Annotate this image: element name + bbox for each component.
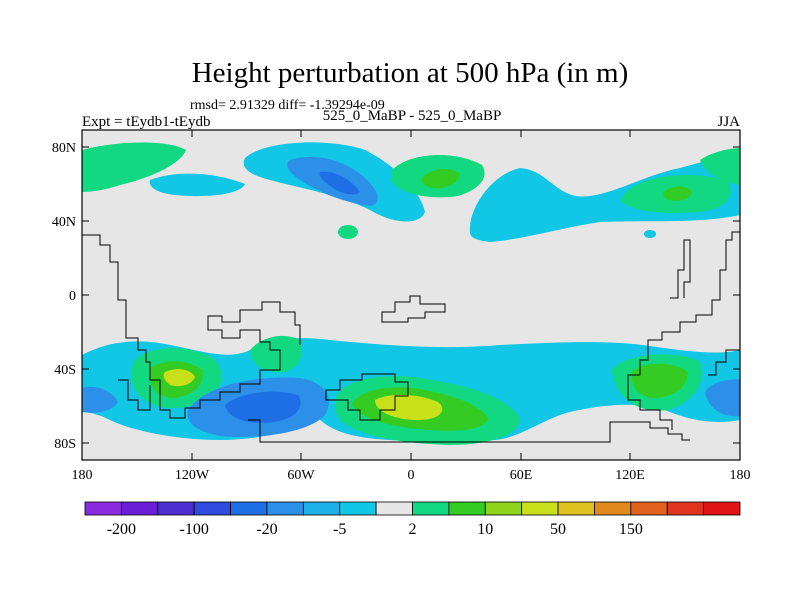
colorbar-box — [521, 501, 559, 516]
contour-arctic-left-green — [82, 142, 186, 192]
lon-label-120e: 120E — [615, 468, 645, 483]
lon-label-180w: 180 — [72, 468, 93, 483]
lon-label-180e: 180 — [730, 468, 751, 483]
colorbar-label: 2 — [409, 521, 417, 538]
colorbar-box — [339, 501, 377, 516]
experiment-label: Expt = tEydb1-tEydb — [82, 114, 210, 130]
longitude-axis — [81, 130, 741, 460]
colorbar-label: -200 — [107, 521, 136, 538]
coastline-southern-continent — [248, 419, 690, 443]
contour-asia-green-core — [663, 186, 692, 201]
contour-south-atlantic-blue-core — [225, 391, 301, 423]
colorbar-box — [484, 501, 523, 516]
lon-label-120w: 120W — [175, 468, 210, 483]
contour-europe-cyan — [469, 150, 740, 242]
colorbar-label: 50 — [550, 521, 566, 538]
coastline-west-continent — [82, 234, 301, 419]
lon-label-60w: 60W — [287, 468, 315, 483]
lat-label-40s: 40S — [54, 363, 76, 378]
contour-small-cyan — [644, 230, 656, 238]
lat-label-80s: 80S — [54, 437, 76, 452]
latitude-axis — [82, 146, 740, 444]
coastline-east-coast — [708, 349, 740, 376]
colorbar-labels: -200 -100 -20 -5 2 10 50 150 — [107, 521, 643, 538]
colorbar — [84, 501, 741, 516]
contour-siberia-cyan — [149, 173, 245, 197]
colorbar-box — [594, 501, 632, 516]
colorbar-label: -5 — [333, 521, 346, 538]
coastline-east-highland — [670, 239, 691, 299]
lat-label-40n: 40N — [52, 215, 76, 230]
colorbar-box — [157, 501, 195, 516]
contour-west-edge-blue — [82, 386, 118, 413]
coastline-southern-africa — [325, 373, 409, 421]
colorbar-box — [448, 501, 486, 516]
coastline-southwest-island — [118, 379, 151, 411]
colorbar-box — [412, 501, 450, 516]
contour-small-green — [338, 225, 358, 239]
contour-north-pacific-blue-core — [319, 171, 360, 195]
coastline-equatorial-islands — [381, 295, 446, 323]
coastlines — [82, 231, 740, 443]
lat-label-0: 0 — [69, 289, 76, 304]
contour-atlantic-green-core — [421, 169, 460, 189]
colorbar-box — [193, 501, 231, 516]
contour-southern-africa-yellow — [375, 394, 443, 420]
contour-southeast-blue — [705, 379, 740, 417]
contour-field — [82, 142, 740, 445]
colorbar-box — [302, 501, 341, 516]
colorbar-box — [630, 501, 668, 516]
colorbar-box — [666, 501, 705, 516]
colorbar-box — [84, 501, 122, 516]
colorbar-label: -20 — [256, 521, 277, 538]
colorbar-box — [120, 501, 159, 516]
plot-title: Height perturbation at 500 hPa (in m) — [192, 57, 629, 89]
season-label: JJA — [717, 114, 740, 130]
colorbar-label: 150 — [619, 521, 643, 538]
colorbar-label: -100 — [180, 521, 209, 538]
lon-label-0: 0 — [408, 468, 415, 483]
lon-label-60e: 60E — [510, 468, 533, 483]
colorbar-box — [375, 501, 413, 516]
contour-arctic-right-green — [700, 148, 740, 185]
contour-south-america-green — [250, 335, 302, 373]
stats-label: rmsd= 2.91329 diff= -1.39294e-09 — [190, 98, 385, 113]
colorbar-box — [230, 501, 268, 516]
colorbar-label: 10 — [477, 521, 493, 538]
colorbar-box — [703, 501, 741, 516]
colorbar-box — [557, 501, 595, 516]
case-label: 525_0_MaBP - 525_0_MaBP — [323, 108, 502, 124]
lat-label-80n: 80N — [52, 141, 76, 156]
contour-south-pacific-yellow — [163, 369, 195, 387]
coastline-east-continent — [627, 231, 740, 430]
colorbar-box — [266, 501, 304, 516]
contour-indian-ocean-darkgreen — [631, 363, 688, 398]
